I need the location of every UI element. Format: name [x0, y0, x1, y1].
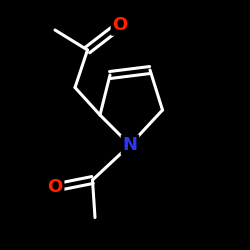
Text: O: O: [48, 178, 62, 196]
Text: O: O: [112, 16, 128, 34]
Text: N: N: [122, 136, 138, 154]
